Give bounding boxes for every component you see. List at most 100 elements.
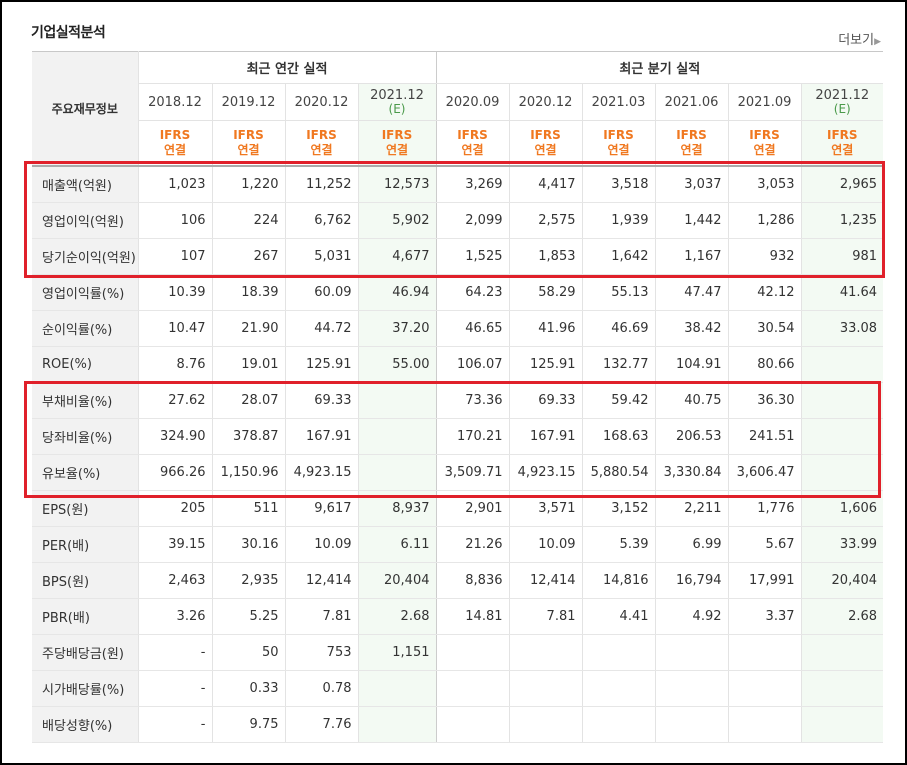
period-header: 2020.12 <box>508 83 582 121</box>
table-cell <box>357 670 436 707</box>
table-cell: 2,935 <box>211 562 285 599</box>
table-cell: 33.08 <box>800 310 884 347</box>
estimate-marker: (E) <box>388 102 406 116</box>
table-cell: 0.33 <box>211 670 285 707</box>
consolidated-label: 연결 <box>163 143 187 157</box>
table-cell <box>581 706 655 743</box>
row-label: 영업이익(억원) <box>32 202 139 239</box>
more-label: 더보기 <box>838 33 875 48</box>
table-cell: 2,463 <box>138 562 212 599</box>
row-label: 부채비율(%) <box>32 382 139 419</box>
table-row: 유보율(%) 966.26 1,150.96 4,923.15 3,509.71 4,92… <box>32 454 884 491</box>
table-cell: 12,573 <box>357 166 436 203</box>
table-cell: 3.26 <box>138 598 212 635</box>
row-label: 영업이익률(%) <box>32 274 139 311</box>
table-row: 배당성향(%) -9.75 7.76 <box>32 706 884 743</box>
table-cell: 21.90 <box>211 310 285 347</box>
table-cell <box>654 634 728 671</box>
table-cell: 125.91 <box>508 346 582 383</box>
table-cell: 5.39 <box>581 526 655 563</box>
table-cell: 1,167 <box>654 238 728 275</box>
table-cell: 1,939 <box>581 202 655 239</box>
table-cell: 106.07 <box>435 346 509 383</box>
table-cell: 6.99 <box>654 526 728 563</box>
table-cell: - <box>138 634 212 671</box>
table-cell: 10.09 <box>284 526 358 563</box>
table-cell <box>800 706 884 743</box>
table-cell: 1,235 <box>800 202 884 239</box>
table-cell: 36.30 <box>727 382 801 419</box>
period-header: 2021.06 <box>654 83 728 121</box>
period-header: 2020.12 <box>284 83 358 121</box>
table-cell: 3,053 <box>727 166 801 203</box>
ifrs-label: IFRS <box>826 128 858 142</box>
consolidated-label: 연결 <box>310 143 333 157</box>
period-date: 2020.12 <box>294 94 349 110</box>
table-cell: 20,404 <box>800 562 884 599</box>
period-date: 2021.12 <box>815 88 870 103</box>
table-cell: 14.81 <box>435 598 509 635</box>
highlight-box-income <box>24 161 885 278</box>
row-label: 시가배당률(%) <box>32 670 139 707</box>
row-label-header: 주요재무정보 <box>32 51 139 167</box>
table-cell: 11,252 <box>284 166 358 203</box>
period-date: 2021.09 <box>737 94 792 110</box>
table-row: 영업이익(억원) 106 224 6,762 5,902 2,099 2,575 1,939 1… <box>32 202 884 239</box>
table-cell: 1,220 <box>211 166 285 203</box>
table-row: 부채비율(%) 27.62 28.07 69.33 73.36 69.33 59.42 40.… <box>32 382 884 419</box>
table-cell: 1,642 <box>581 238 655 275</box>
table-cell: 981 <box>800 238 884 275</box>
ifrs-badge: IFRS 연결 <box>435 120 509 167</box>
table-cell: 12,414 <box>508 562 582 599</box>
table-cell: 30.16 <box>211 526 285 563</box>
table-cell <box>800 418 884 455</box>
table-cell <box>357 706 436 743</box>
ifrs-badge: IFRS 연결 <box>654 120 728 167</box>
table-cell <box>435 670 509 707</box>
table-cell: 1,853 <box>508 238 582 275</box>
ifrs-label: IFRS <box>233 128 264 142</box>
period-date: 2021.12 <box>370 88 424 103</box>
period-header: 2018.12 <box>138 83 212 121</box>
table-cell: 267 <box>211 238 285 275</box>
table-cell: 10.39 <box>138 274 212 311</box>
ifrs-label: IFRS <box>530 128 561 142</box>
table-cell: 64.23 <box>435 274 509 311</box>
period-header: 2021.09 <box>727 83 801 121</box>
ifrs-badge: IFRS 연결 <box>727 120 801 167</box>
table-cell: 1,023 <box>138 166 212 203</box>
table-cell: 73.36 <box>435 382 509 419</box>
period-header: 2020.09 <box>435 83 509 121</box>
table-cell: 46.65 <box>435 310 509 347</box>
table-cell: 168.63 <box>581 418 655 455</box>
table-cell: 14,816 <box>581 562 655 599</box>
table-cell: 106 <box>138 202 212 239</box>
table-cell: 10.09 <box>508 526 582 563</box>
financial-table: 주요재무정보 최근 연간 실적 최근 분기 실적 2018.12 2019.12 2… <box>32 51 884 743</box>
table-cell: 3,330.84 <box>654 454 728 491</box>
table-cell <box>435 706 509 743</box>
table-cell: 5,031 <box>284 238 358 275</box>
chevron-right-icon: ▶ <box>874 37 881 47</box>
table-cell: 40.75 <box>654 382 728 419</box>
period-header: 2019.12 <box>211 83 285 121</box>
more-link[interactable]: 더보기▶ <box>838 29 881 48</box>
table-cell <box>508 706 582 743</box>
table-cell: 5,902 <box>357 202 436 239</box>
row-label: BPS(원) <box>32 562 139 599</box>
table-cell <box>654 670 728 707</box>
row-label: 주당배당금(원) <box>32 634 139 671</box>
table-cell: 44.72 <box>284 310 358 347</box>
table-cell: 966.26 <box>138 454 212 491</box>
table-row: 영업이익률(%) 10.39 18.39 60.09 46.94 64.23 58.29 55… <box>32 274 884 311</box>
table-cell: 30.54 <box>727 310 801 347</box>
table-cell: 80.66 <box>727 346 801 383</box>
table-cell: 16,794 <box>654 562 728 599</box>
table-cell: 1,151 <box>357 634 436 671</box>
table-cell <box>800 634 884 671</box>
table-cell: 167.91 <box>508 418 582 455</box>
table-cell: 59.42 <box>581 382 655 419</box>
table-cell: 3,518 <box>581 166 655 203</box>
table-cell: 132.77 <box>581 346 655 383</box>
consolidated-label: 연결 <box>753 143 776 157</box>
